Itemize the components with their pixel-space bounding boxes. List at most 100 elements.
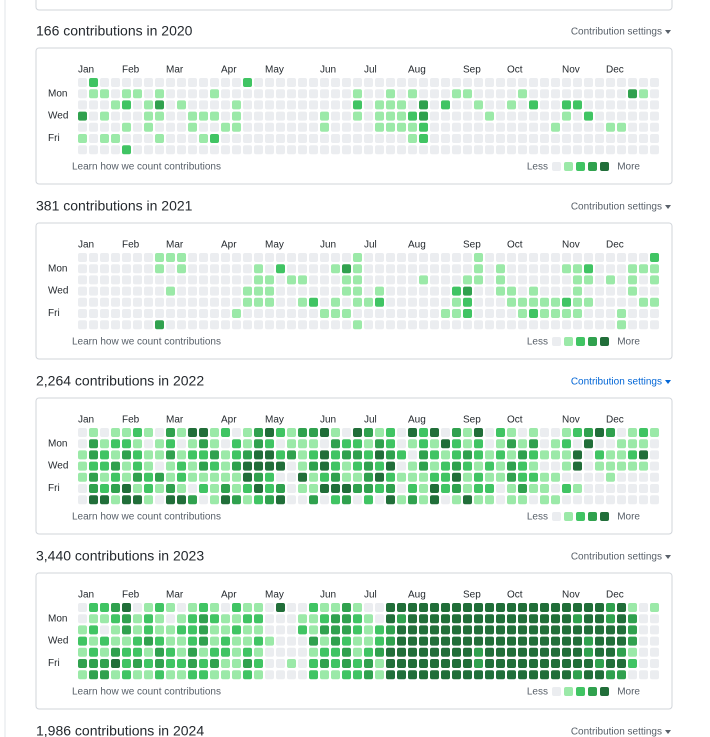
contribution-day <box>298 472 307 482</box>
contribution-settings[interactable]: Contribution settings <box>571 202 662 213</box>
contribution-day <box>430 78 439 87</box>
contribution-day <box>507 145 516 155</box>
contribution-day <box>595 428 604 437</box>
contribution-day <box>518 450 527 460</box>
year-panel: 2,264 contributions in 2022 Contribution … <box>35 373 673 535</box>
contribution-day <box>551 264 560 274</box>
contribution-day <box>408 495 417 505</box>
contribution-day <box>639 603 648 612</box>
contribution-day <box>573 275 582 285</box>
contribution-day <box>320 122 329 132</box>
contribution-day <box>408 309 417 318</box>
contribution-day <box>309 472 318 482</box>
contribution-day <box>452 625 461 635</box>
contribution-day <box>298 450 307 460</box>
contribution-day <box>485 145 494 155</box>
contribution-day <box>463 603 472 612</box>
contribution-day <box>573 89 582 99</box>
contribution-day <box>639 297 648 307</box>
contribution-day <box>353 472 362 482</box>
contribution-day <box>628 484 637 493</box>
contribution-day <box>111 495 120 505</box>
contribution-settings[interactable]: Contribution settings <box>571 377 662 388</box>
contribution-day <box>265 439 274 449</box>
contribution-day <box>474 122 483 132</box>
contribution-day <box>518 472 527 482</box>
contribution-day <box>287 670 296 680</box>
contribution-day <box>353 145 362 155</box>
contribution-day <box>122 625 131 635</box>
contribution-day <box>606 450 615 460</box>
contribution-day <box>518 614 527 624</box>
contribution-day <box>430 100 439 110</box>
contribution-day <box>111 670 120 680</box>
contribution-day <box>287 297 296 307</box>
contribution-day <box>397 100 406 110</box>
legend-less: Less <box>527 162 548 173</box>
contribution-day <box>397 625 406 635</box>
contribution-day <box>529 264 538 274</box>
learn-link[interactable]: Learn how we count contributions <box>72 687 221 698</box>
contribution-day <box>122 472 131 482</box>
learn-link[interactable]: Learn how we count contributions <box>72 162 221 173</box>
contribution-day <box>408 89 417 99</box>
contribution-settings[interactable]: Contribution settings <box>571 27 662 38</box>
contribution-day <box>122 297 131 307</box>
contribution-day <box>606 472 615 482</box>
contribution-day <box>122 603 131 612</box>
contribution-day <box>474 286 483 296</box>
contribution-day <box>452 647 461 657</box>
contribution-day <box>265 89 274 99</box>
contribution-day <box>353 636 362 646</box>
contribution-day <box>364 461 373 471</box>
contribution-day <box>89 484 98 493</box>
contribution-day <box>639 275 648 285</box>
contribution-settings[interactable]: Contribution settings <box>571 552 662 563</box>
contribution-day <box>419 286 428 296</box>
contribution-day <box>177 145 186 155</box>
contribution-day <box>309 484 318 493</box>
contribution-day <box>122 320 131 330</box>
contribution-day <box>133 122 142 132</box>
contribution-day <box>518 670 527 680</box>
contribution-day <box>364 647 373 657</box>
contribution-day <box>573 286 582 296</box>
contribution-day <box>551 100 560 110</box>
contribution-day <box>408 472 417 482</box>
learn-link[interactable]: Learn how we count contributions <box>72 337 221 348</box>
contribution-day <box>463 134 472 143</box>
contribution-day <box>639 439 648 449</box>
contribution-day <box>89 89 98 99</box>
contribution-day <box>133 461 142 471</box>
contribution-day <box>221 659 230 668</box>
contribution-day <box>540 111 549 121</box>
contribution-day <box>232 450 241 460</box>
contribution-day <box>320 78 329 87</box>
contribution-day <box>562 78 571 87</box>
contribution-day <box>331 670 340 680</box>
contribution-day <box>100 670 109 680</box>
contribution-settings[interactable]: Contribution settings <box>571 727 662 737</box>
contribution-day <box>221 484 230 493</box>
contribution-day <box>342 495 351 505</box>
contribution-day <box>408 122 417 132</box>
contribution-day <box>507 320 516 330</box>
contribution-day <box>133 625 142 635</box>
contribution-day <box>276 614 285 624</box>
contribution-day <box>155 78 164 87</box>
contribution-day <box>507 603 516 612</box>
learn-link[interactable]: Learn how we count contributions <box>72 512 221 523</box>
contribution-day <box>562 111 571 121</box>
contribution-day <box>78 670 87 680</box>
contribution-day <box>617 439 626 449</box>
day-label: Fri <box>48 658 60 669</box>
contribution-day <box>639 100 648 110</box>
contribution-day <box>452 275 461 285</box>
contribution-day <box>276 450 285 460</box>
contribution-day <box>518 145 527 155</box>
month-label: Feb <box>122 415 140 426</box>
day-label: Fri <box>48 483 60 494</box>
contribution-day <box>375 647 384 657</box>
contribution-day <box>474 89 483 99</box>
contribution-day <box>485 78 494 87</box>
